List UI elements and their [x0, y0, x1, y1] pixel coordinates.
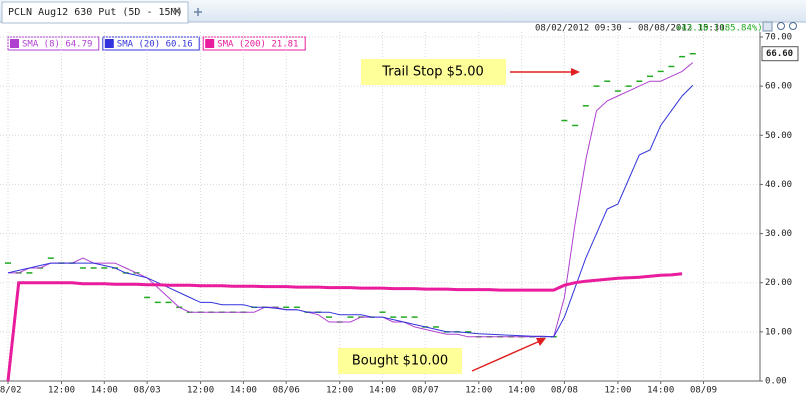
x-tick-label: 12:00	[326, 386, 353, 396]
annotation-box	[338, 348, 462, 374]
annotation-text: Trail Stop $5.00	[381, 65, 484, 80]
x-tick-label: 08/07	[412, 386, 439, 396]
change-text: +43.30 (185.84%)	[676, 24, 763, 34]
arrow-head	[571, 68, 580, 76]
series-line	[8, 62, 694, 338]
legend-swatch	[205, 39, 215, 48]
zoom-controls[interactable]	[762, 21, 797, 32]
legend-label: SMA (20) 60.16	[117, 40, 193, 50]
price-label-box	[761, 46, 799, 62]
x-tick-label: 14:00	[230, 386, 257, 396]
series-line	[6, 272, 683, 382]
y-tick-label: 20.00	[765, 278, 792, 288]
x-tick-label: 08/08	[551, 386, 578, 396]
legend-swatch	[10, 39, 19, 48]
y-tick-label: 70.00	[765, 33, 792, 43]
x-tick-label: 12:00	[48, 386, 75, 396]
legend-entry	[7, 36, 100, 51]
annotation-box	[361, 59, 506, 85]
x-tick-label: 14:00	[508, 386, 535, 396]
tab-bar	[0, 0, 806, 22]
x-tick-label: 12:00	[465, 386, 492, 396]
y-tick-label: 50.00	[765, 131, 792, 141]
y-tick-label: 30.00	[765, 229, 792, 239]
new-tab[interactable]	[194, 8, 202, 16]
x-tick-label: 08/02	[0, 386, 22, 396]
y-tick-label: 0.00	[765, 377, 787, 387]
legend-label: SMA (8) 64.79	[22, 40, 92, 50]
x-tick-label: 08/03	[134, 386, 161, 396]
y-tick-label: 10.00	[765, 327, 792, 337]
annotation-text: Bought $10.00	[352, 354, 448, 369]
range-text: 08/02/2012 09:30 - 08/08/2012 15:30	[535, 24, 725, 34]
legend-label: SMA (200) 21.81	[217, 40, 298, 50]
x-tick-label: 14:00	[647, 386, 674, 396]
annotation-trail-stop: Trail Stop $5.00	[361, 59, 580, 85]
price-label: 66.60	[766, 49, 793, 59]
plot: 0.00 10.00 20.00 30.00 40.00 50.00 60.00 70.00 0…	[0, 32, 799, 396]
tab-close[interactable]	[173, 7, 181, 15]
arrow	[471, 340, 541, 372]
x-tick-label: 08/09	[690, 386, 717, 396]
y-tick-label: 40.00	[765, 180, 792, 190]
legend: SMA (8) 64.79 SMA (20) 60.16 SMA (200) 21.…	[7, 36, 306, 51]
x-tick-label: 14:00	[91, 386, 118, 396]
tab[interactable]	[1, 1, 189, 24]
annotation-bought: Bought $10.00	[338, 338, 546, 374]
x-tick-label: 08/06	[273, 386, 300, 396]
y-tick-label: 60.00	[765, 82, 792, 92]
arrow-head	[536, 338, 546, 346]
x-tick-label: 12:00	[187, 386, 214, 396]
legend-entry	[202, 36, 306, 51]
x-tick-label: 12:00	[604, 386, 631, 396]
x-tick-label: 14:00	[369, 386, 396, 396]
tab-title: PCLN Aug12 630 Put (5D - 15M)	[8, 7, 183, 18]
series-line	[7, 85, 694, 338]
legend-swatch	[104, 39, 114, 48]
